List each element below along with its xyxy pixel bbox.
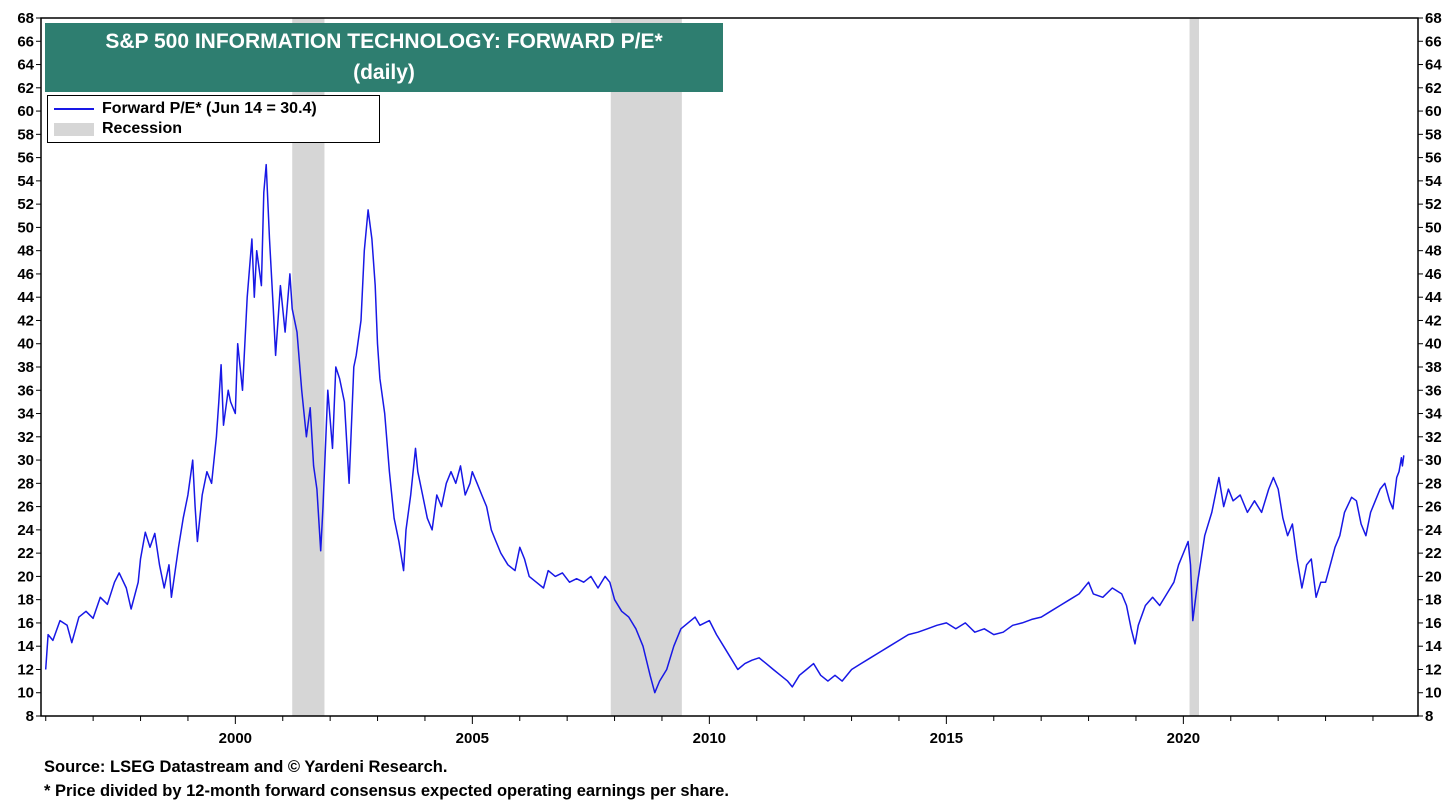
- y-axis-left: 8 10 12 14 16 18 20 22 24 26 28 30 32 34 36 38 40 42 44 46 4…: [17, 10, 41, 725]
- footnote: * Price divided by 12-month forward cons…: [44, 782, 729, 800]
- chart-title: S&P 500 INFORMATION TECHNOLOGY: FORWARD …: [105, 30, 663, 53]
- y-tick-label-right: 12: [1425, 661, 1442, 678]
- y-tick-label-right: 8: [1425, 708, 1433, 725]
- y-tick-label-right: 38: [1425, 359, 1442, 376]
- y-tick-label-left: 24: [17, 522, 34, 539]
- y-tick-label-right: 32: [1425, 429, 1442, 446]
- x-axis: 2000 2005 2010 2015 2020: [45, 716, 1374, 747]
- y-tick-label-left: 36: [17, 382, 34, 399]
- y-tick-label-left: 16: [17, 615, 34, 632]
- y-tick-label-left: 64: [17, 57, 34, 74]
- y-tick-label-right: 66: [1425, 33, 1442, 50]
- legend: Forward P/E* (Jun 14 = 30.4) Recession: [47, 95, 380, 143]
- y-tick-label-right: 22: [1425, 545, 1442, 562]
- y-tick-label-right: 64: [1425, 57, 1442, 74]
- x-tick-label: 2005: [456, 730, 489, 747]
- y-tick-label-right: 30: [1425, 452, 1442, 469]
- y-tick-label-left: 28: [17, 475, 34, 492]
- legend-item-recession: Recession: [54, 119, 182, 139]
- y-tick-label-left: 14: [17, 638, 34, 655]
- y-tick-label-left: 18: [17, 592, 34, 609]
- y-tick-label-left: 30: [17, 452, 34, 469]
- y-tick-label-left: 32: [17, 429, 34, 446]
- y-tick-label-right: 46: [1425, 266, 1442, 283]
- y-tick-label-right: 60: [1425, 103, 1442, 120]
- y-tick-label-left: 68: [17, 10, 34, 27]
- y-tick-label-left: 46: [17, 266, 34, 283]
- legend-item-forward-pe: Forward P/E* (Jun 14 = 30.4): [54, 99, 317, 119]
- y-tick-label-left: 34: [17, 406, 34, 423]
- y-axis-right: 8 10 12 14 16 18 20 22 24 26 28 30 32 34 36 38 40 42 44 46 4…: [1418, 10, 1442, 725]
- x-tick-label: 2000: [219, 730, 252, 747]
- y-tick-label-left: 44: [17, 289, 34, 306]
- y-tick-label-right: 62: [1425, 80, 1442, 97]
- y-tick-label-right: 54: [1425, 173, 1442, 190]
- y-tick-label-left: 10: [17, 685, 34, 702]
- y-tick-label-right: 16: [1425, 615, 1442, 632]
- y-tick-label-right: 56: [1425, 150, 1442, 167]
- x-tick-label: 2015: [930, 730, 963, 747]
- y-tick-label-left: 22: [17, 545, 34, 562]
- chart-title-box: S&P 500 INFORMATION TECHNOLOGY: FORWARD …: [45, 23, 723, 92]
- y-tick-label-left: 56: [17, 150, 34, 167]
- y-tick-label-right: 58: [1425, 126, 1442, 143]
- y-tick-label-right: 10: [1425, 685, 1442, 702]
- legend-label-recession: Recession: [102, 120, 183, 137]
- y-tick-label-right: 50: [1425, 219, 1442, 236]
- y-tick-label-right: 42: [1425, 312, 1442, 329]
- y-tick-label-left: 52: [17, 196, 34, 213]
- y-tick-label-left: 38: [17, 359, 34, 376]
- y-tick-label-right: 34: [1425, 406, 1442, 423]
- y-tick-label-right: 48: [1425, 243, 1442, 260]
- legend-label-forward-pe: Forward P/E* (Jun 14 = 30.4): [102, 100, 317, 117]
- y-tick-label-left: 12: [17, 661, 34, 678]
- y-tick-label-left: 48: [17, 243, 34, 260]
- recession-band-2: [610, 18, 682, 716]
- source-note: Source: LSEG Datastream and © Yardeni Re…: [44, 758, 448, 776]
- y-tick-label-right: 26: [1425, 499, 1442, 516]
- legend-swatch-recession: [54, 122, 94, 136]
- y-tick-label-right: 14: [1425, 638, 1442, 655]
- y-tick-label-right: 20: [1425, 568, 1442, 585]
- x-tick-label: 2020: [1167, 730, 1200, 747]
- y-tick-label-left: 62: [17, 80, 34, 97]
- y-tick-label-left: 40: [17, 336, 34, 353]
- y-tick-label-left: 50: [17, 219, 34, 236]
- y-tick-label-right: 68: [1425, 10, 1442, 27]
- y-tick-label-right: 36: [1425, 382, 1442, 399]
- x-tick-label: 2010: [693, 730, 726, 747]
- recession-bands: [292, 18, 1200, 716]
- y-tick-label-right: 40: [1425, 336, 1442, 353]
- recession-band-3: [1189, 18, 1200, 716]
- y-tick-label-right: 24: [1425, 522, 1442, 539]
- chart-subtitle: (daily): [353, 61, 415, 84]
- y-tick-label-left: 20: [17, 568, 34, 585]
- y-tick-label-left: 60: [17, 103, 34, 120]
- y-tick-label-left: 8: [26, 708, 34, 725]
- y-tick-label-left: 58: [17, 126, 34, 143]
- y-tick-label-right: 28: [1425, 475, 1442, 492]
- y-tick-label-left: 54: [17, 173, 34, 190]
- y-tick-label-right: 44: [1425, 289, 1442, 306]
- y-tick-label-left: 26: [17, 499, 34, 516]
- y-tick-label-right: 18: [1425, 592, 1442, 609]
- legend-swatch-line: [54, 108, 94, 110]
- y-tick-label-left: 42: [17, 312, 34, 329]
- y-tick-label-right: 52: [1425, 196, 1442, 213]
- series-line-forward-pe: [44, 163, 1405, 694]
- y-tick-label-left: 66: [17, 33, 34, 50]
